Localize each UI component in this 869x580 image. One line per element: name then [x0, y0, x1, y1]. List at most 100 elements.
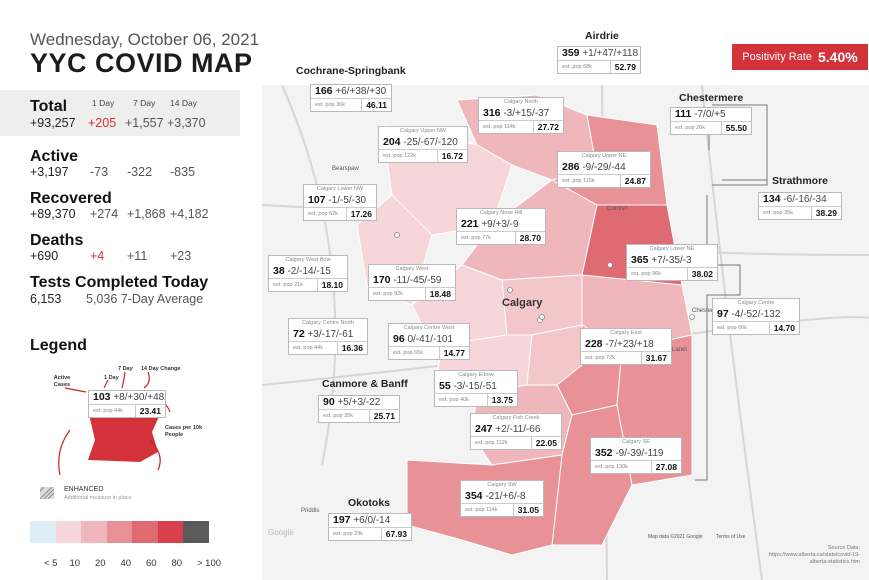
region-card-okotoks[interactable]: 197 +6/0/-14 est. pop 29k 67.93 — [328, 513, 412, 541]
region-card-west[interactable]: Calgary West 170 -11/-45/-59 est. pop 92k 1… — [368, 264, 456, 301]
map-terms[interactable]: Terms of Use — [716, 534, 746, 540]
region-card-chestermere[interactable]: 111 -7/0/+5 est. pop 20k 55.50 — [670, 107, 752, 135]
region-changes: +2/-11/-66 — [495, 424, 541, 435]
legend-14day-label: 14 Day Change — [141, 366, 181, 372]
active-1day: -73 — [90, 165, 109, 179]
region-card-east[interactable]: Calgary East 228 -7/+23/+18 est. pop 72k 31… — [580, 328, 672, 365]
region-pop: est. pop 112k — [475, 440, 508, 446]
region-card-canmore[interactable]: 90 +5/+3/-22 est. pop 35k 25.71 — [318, 395, 400, 423]
positivity-label: Positivity Rate — [742, 51, 812, 63]
region-rate: 46.11 — [361, 99, 391, 111]
region-card-upperne[interactable]: Calgary Upper NE 286 -9/-29/-44 est. pop 1… — [557, 151, 651, 188]
recovered-7day: +1,868 — [127, 207, 166, 221]
region-card-uppernw[interactable]: Calgary Upper NW 204 -25/-67/-120 est. pop… — [378, 126, 468, 163]
region-active: 38 — [273, 265, 285, 277]
region-name: Calgary Lower NW — [316, 186, 364, 192]
region-card-se[interactable]: Calgary SE 352 -9/-39/-119 est. pop 130k 27… — [590, 437, 682, 474]
region-changes: -6/-16/-34 — [783, 194, 827, 205]
date-label: Wednesday, October 06, 2021 — [30, 30, 260, 49]
region-active: 354 — [465, 490, 483, 502]
region-pop: est. pop 65k — [393, 350, 423, 356]
region-card-elbow[interactable]: Calgary Elbow 55 -3/-15/-51 est. pop 40k 13… — [434, 370, 518, 407]
region-name: Calgary Upper NE — [581, 153, 627, 159]
region-name: Calgary Fish Creek — [492, 415, 540, 421]
region-rate: 31.05 — [512, 504, 543, 516]
place-bearspaw: Bearspaw — [332, 166, 359, 172]
region-pop: est. pop 35k — [323, 413, 353, 419]
region-name: Calgary Centre — [737, 300, 775, 306]
region-pop: est. pop 130k — [595, 464, 629, 470]
region-active: 359 — [562, 47, 580, 59]
region-changes: -2/-14/-15 — [287, 266, 331, 277]
region-changes: -4/-52/-132 — [731, 309, 781, 320]
recovered-value: +89,370 — [30, 207, 76, 221]
scale-label: > 100 — [197, 558, 222, 569]
region-name: Calgary SW — [487, 482, 517, 488]
scale-swatch — [55, 521, 81, 543]
legend-active-label: Active Cases — [53, 375, 71, 388]
scale-swatch — [106, 521, 132, 543]
region-card-cochrane[interactable]: 166 +6/+38/+30 est. pop 36k 46.11 — [310, 84, 392, 112]
region-rate: 14.77 — [438, 347, 469, 359]
region-card-north[interactable]: Calgary North 316 -3/+15/-37 est. pop 114k… — [478, 97, 564, 134]
scale-swatch — [30, 521, 56, 543]
scale-swatch — [132, 521, 158, 543]
region-card-lowernw[interactable]: Calgary Lower NW 107 -1/-5/-30 est. pop 62… — [303, 184, 377, 221]
legend-1day-label: 1 Day — [104, 375, 119, 381]
active-14day: -835 — [170, 165, 196, 179]
region-card-centrewest[interactable]: Calgary Centre West 96 0/-41/-101 est. pop… — [388, 323, 470, 360]
legend-sample-changes: +8/+30/+48 — [113, 392, 165, 403]
region-active: 111 — [675, 108, 692, 120]
header-1day: 1 Day — [92, 98, 115, 108]
region-card-lowerne[interactable]: Calgary Lower NE 365 +7/-35/-3 est. pop 96… — [626, 244, 718, 281]
region-name: Calgary Centre North — [302, 320, 354, 326]
region-active: 90 — [323, 396, 335, 408]
left-panel: Wednesday, October 06, 2021 YYC COVID MA… — [0, 0, 260, 580]
region-changes: +9/+3/-9 — [481, 219, 519, 230]
google-logo: Google — [268, 528, 294, 537]
region-card-strathmore[interactable]: 134 -6/-16/-34 est. pop 35k 38.29 — [758, 192, 842, 220]
region-card-centrenorth[interactable]: Calgary Centre North 72 +3/-17/-61 est. po… — [288, 318, 368, 355]
region-card-sw[interactable]: Calgary SW 354 -21/+6/-8 est. pop 114k 31.0… — [460, 480, 544, 517]
color-scale-labels: < 5 10 20 40 60 80 > 100 — [30, 558, 222, 570]
region-changes: 0/-41/-101 — [407, 334, 454, 345]
source-data: Source Data: https://www.alberta.ca/stat… — [768, 545, 860, 565]
region-card-centre[interactable]: Calgary Centre 97 -4/-52/-132 est. pop 66k… — [712, 298, 800, 335]
region-changes: +7/-35/-3 — [651, 255, 692, 266]
region-pop: est. pop 35k — [763, 210, 793, 216]
page-title: YYC COVID MAP — [30, 48, 253, 78]
region-changes: -1/-5/-30 — [328, 195, 367, 206]
region-rate: 17.26 — [345, 208, 376, 220]
scale-swatch — [183, 521, 209, 543]
total-14day: +3,370 — [167, 116, 206, 130]
region-changes: +3/-17/-61 — [307, 329, 354, 340]
region-card-westbow[interactable]: Calgary West Bow 38 -2/-14/-15 est. pop 21… — [268, 255, 348, 292]
region-pop: est. pop 77k — [461, 235, 491, 241]
region-changes: +5/+3/-22 — [337, 397, 381, 408]
region-name: Calgary Elbow — [458, 372, 494, 378]
legend-region-shape — [88, 410, 162, 462]
legend-sample-card: 103 +8/+30/+48 est. pop 44k 23.41 — [88, 390, 166, 418]
region-name: Calgary Centre West — [403, 325, 455, 331]
region-name: Calgary West Bow — [285, 257, 331, 263]
region-pop: est. pop 72k — [585, 355, 615, 361]
active-7day: -322 — [127, 165, 153, 179]
total-1day: +205 — [88, 116, 117, 130]
region-rate: 16.72 — [436, 150, 467, 162]
region-card-fishcreek[interactable]: Calgary Fish Creek 247 +2/-11/-66 est. pop… — [470, 413, 562, 450]
region-active: 72 — [293, 328, 305, 340]
region-card-nosehill[interactable]: Calgary Nose Hill 221 +9/+3/-9 est. pop 77… — [456, 208, 546, 245]
region-changes: -3/+15/-37 — [503, 108, 550, 119]
region-name: Calgary North — [504, 99, 538, 105]
region-changes: -7/+23/+18 — [605, 339, 654, 350]
region-card-airdrie[interactable]: 359 +1/+47/+118 est. pop 68k 52.79 — [557, 46, 641, 74]
legend-sample-active: 103 — [93, 391, 111, 403]
region-active: 204 — [383, 136, 401, 148]
region-rate: 25.71 — [368, 410, 399, 422]
legend-cases-per: Cases per 10k People — [165, 425, 202, 438]
region-pop: est. pop 115k — [562, 178, 595, 184]
region-changes: -21/+6/-8 — [485, 491, 526, 502]
total-label: Total — [30, 98, 68, 115]
region-rate: 13.75 — [486, 394, 517, 406]
active-value: +3,197 — [30, 165, 69, 179]
